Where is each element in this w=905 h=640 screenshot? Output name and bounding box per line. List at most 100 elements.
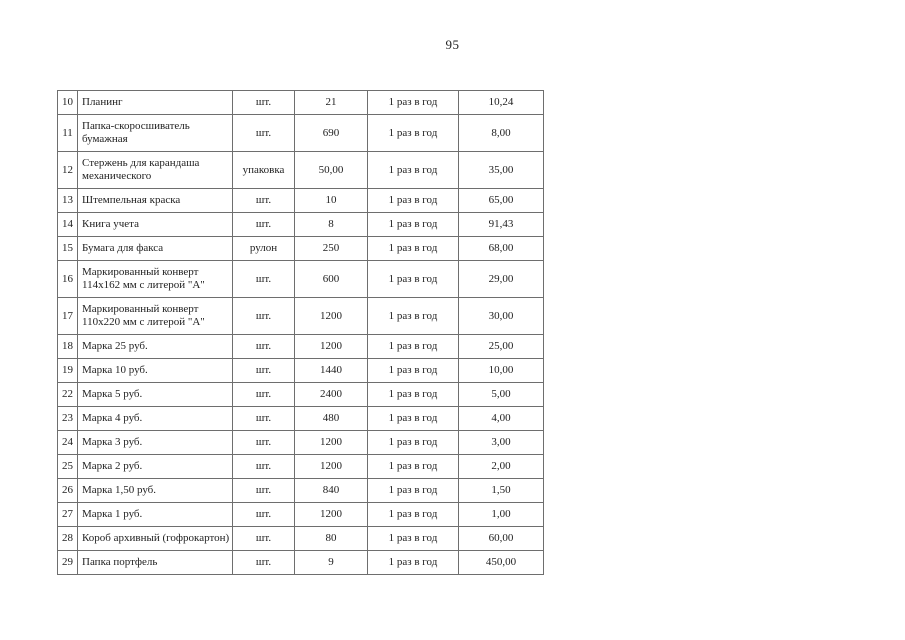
table-row: 29 Папка портфель шт. 9 1 раз в год 450,… bbox=[57, 550, 544, 575]
item-name-cell: Короб архивный (гофрокартон) bbox=[77, 526, 233, 551]
frequency-cell: 1 раз в год bbox=[367, 526, 459, 551]
table-row: 23 Марка 4 руб. шт. 480 1 раз в год 4,00 bbox=[57, 406, 544, 431]
table-row: 28 Короб архивный (гофрокартон) шт. 80 1… bbox=[57, 526, 544, 551]
item-name-cell: Марка 2 руб. bbox=[77, 454, 233, 479]
table-row: 12 Стержень для карандаша механического … bbox=[57, 151, 544, 189]
row-number-cell: 10 bbox=[57, 90, 78, 115]
quantity-cell: 250 bbox=[294, 236, 368, 261]
quantity-cell: 10 bbox=[294, 188, 368, 213]
unit-cell: рулон bbox=[232, 236, 295, 261]
price-cell: 25,00 bbox=[458, 334, 544, 359]
row-number-cell: 26 bbox=[57, 478, 78, 503]
unit-cell: шт. bbox=[232, 550, 295, 575]
frequency-cell: 1 раз в год bbox=[367, 406, 459, 431]
quantity-cell: 9 bbox=[294, 550, 368, 575]
unit-cell: шт. bbox=[232, 114, 295, 152]
row-number-cell: 11 bbox=[57, 114, 78, 152]
page-number: 95 bbox=[445, 37, 460, 52]
row-number-cell: 22 bbox=[57, 382, 78, 407]
table-row: 22 Марка 5 руб. шт. 2400 1 раз в год 5,0… bbox=[57, 382, 544, 407]
table-row: 16 Маркированный конверт 114х162 мм с ли… bbox=[57, 260, 544, 298]
row-number-cell: 29 bbox=[57, 550, 78, 575]
item-name-cell: Маркированный конверт 114х162 мм с литер… bbox=[77, 260, 233, 298]
item-name-cell: Марка 10 руб. bbox=[77, 358, 233, 383]
unit-cell: шт. bbox=[232, 526, 295, 551]
frequency-cell: 1 раз в год bbox=[367, 297, 459, 335]
frequency-cell: 1 раз в год bbox=[367, 550, 459, 575]
price-cell: 60,00 bbox=[458, 526, 544, 551]
quantity-cell: 480 bbox=[294, 406, 368, 431]
frequency-cell: 1 раз в год bbox=[367, 454, 459, 479]
table-row: 19 Марка 10 руб. шт. 1440 1 раз в год 10… bbox=[57, 358, 544, 383]
unit-cell: шт. bbox=[232, 90, 295, 115]
item-name-cell: Папка-скоросшиватель бумажная bbox=[77, 114, 233, 152]
table-row: 15 Бумага для факса рулон 250 1 раз в го… bbox=[57, 236, 544, 261]
item-name-cell: Марка 5 руб. bbox=[77, 382, 233, 407]
item-name-cell: Планинг bbox=[77, 90, 233, 115]
price-cell: 29,00 bbox=[458, 260, 544, 298]
unit-cell: шт. bbox=[232, 502, 295, 527]
frequency-cell: 1 раз в год bbox=[367, 334, 459, 359]
quantity-cell: 8 bbox=[294, 212, 368, 237]
unit-cell: шт. bbox=[232, 334, 295, 359]
unit-cell: шт. bbox=[232, 260, 295, 298]
price-cell: 4,00 bbox=[458, 406, 544, 431]
quantity-cell: 21 bbox=[294, 90, 368, 115]
item-name-cell: Папка портфель bbox=[77, 550, 233, 575]
row-number-cell: 12 bbox=[57, 151, 78, 189]
item-name-cell: Штемпельная краска bbox=[77, 188, 233, 213]
table-row: 26 Марка 1,50 руб. шт. 840 1 раз в год 1… bbox=[57, 478, 544, 503]
unit-cell: шт. bbox=[232, 297, 295, 335]
price-cell: 1,50 bbox=[458, 478, 544, 503]
table-row: 27 Марка 1 руб. шт. 1200 1 раз в год 1,0… bbox=[57, 502, 544, 527]
price-cell: 30,00 bbox=[458, 297, 544, 335]
item-name-cell: Маркированный конверт 110х220 мм с литер… bbox=[77, 297, 233, 335]
price-cell: 91,43 bbox=[458, 212, 544, 237]
frequency-cell: 1 раз в год bbox=[367, 212, 459, 237]
unit-cell: шт. bbox=[232, 430, 295, 455]
item-name-cell: Марка 4 руб. bbox=[77, 406, 233, 431]
row-number-cell: 15 bbox=[57, 236, 78, 261]
table-row: 24 Марка 3 руб. шт. 1200 1 раз в год 3,0… bbox=[57, 430, 544, 455]
table-row: 18 Марка 25 руб. шт. 1200 1 раз в год 25… bbox=[57, 334, 544, 359]
quantity-cell: 840 bbox=[294, 478, 368, 503]
row-number-cell: 18 bbox=[57, 334, 78, 359]
price-cell: 450,00 bbox=[458, 550, 544, 575]
quantity-cell: 2400 bbox=[294, 382, 368, 407]
unit-cell: шт. bbox=[232, 188, 295, 213]
quantity-cell: 80 bbox=[294, 526, 368, 551]
quantity-cell: 50,00 bbox=[294, 151, 368, 189]
row-number-cell: 27 bbox=[57, 502, 78, 527]
row-number-cell: 28 bbox=[57, 526, 78, 551]
unit-cell: шт. bbox=[232, 478, 295, 503]
price-cell: 1,00 bbox=[458, 502, 544, 527]
row-number-cell: 13 bbox=[57, 188, 78, 213]
quantity-cell: 1200 bbox=[294, 502, 368, 527]
row-number-cell: 23 bbox=[57, 406, 78, 431]
quantity-cell: 1440 bbox=[294, 358, 368, 383]
price-cell: 3,00 bbox=[458, 430, 544, 455]
frequency-cell: 1 раз в год bbox=[367, 90, 459, 115]
price-cell: 35,00 bbox=[458, 151, 544, 189]
frequency-cell: 1 раз в год bbox=[367, 478, 459, 503]
item-name-cell: Марка 1 руб. bbox=[77, 502, 233, 527]
unit-cell: шт. bbox=[232, 358, 295, 383]
row-number-cell: 19 bbox=[57, 358, 78, 383]
frequency-cell: 1 раз в год bbox=[367, 382, 459, 407]
table-row: 25 Марка 2 руб. шт. 1200 1 раз в год 2,0… bbox=[57, 454, 544, 479]
price-cell: 65,00 bbox=[458, 188, 544, 213]
supplies-table: 10 Планинг шт. 21 1 раз в год 10,24 11 П… bbox=[57, 90, 544, 575]
unit-cell: шт. bbox=[232, 406, 295, 431]
quantity-cell: 1200 bbox=[294, 297, 368, 335]
price-cell: 2,00 bbox=[458, 454, 544, 479]
unit-cell: шт. bbox=[232, 454, 295, 479]
item-name-cell: Марка 3 руб. bbox=[77, 430, 233, 455]
price-cell: 10,00 bbox=[458, 358, 544, 383]
table-row: 17 Маркированный конверт 110х220 мм с ли… bbox=[57, 297, 544, 335]
price-cell: 5,00 bbox=[458, 382, 544, 407]
frequency-cell: 1 раз в год bbox=[367, 260, 459, 298]
row-number-cell: 14 bbox=[57, 212, 78, 237]
frequency-cell: 1 раз в год bbox=[367, 502, 459, 527]
unit-cell: шт. bbox=[232, 382, 295, 407]
